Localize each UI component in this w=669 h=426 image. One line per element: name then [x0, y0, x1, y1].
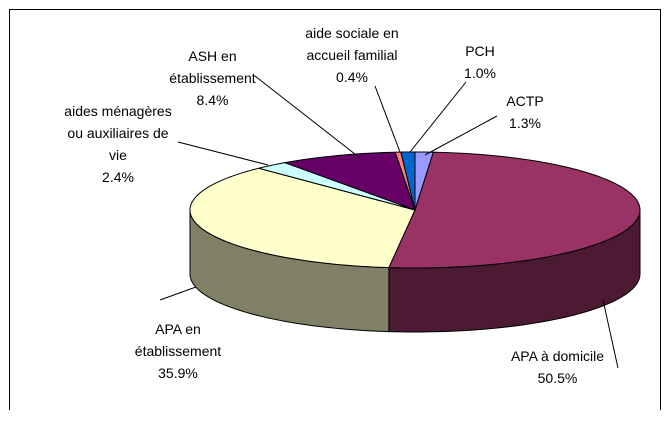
pie-slice — [189, 167, 416, 269]
leader-line — [424, 115, 498, 156]
slice-label: ASH en établissement 8.4% — [150, 45, 275, 111]
category-label: aide sociale en accueil familial — [305, 25, 399, 63]
leader-line — [602, 299, 619, 369]
leader-line — [254, 75, 361, 159]
value-label: 1.0% — [464, 65, 496, 81]
slice-label: APA à domicile 50.5% — [500, 345, 615, 389]
pie-slice — [258, 162, 416, 211]
category-label: ACTP — [506, 93, 544, 109]
leader-line — [409, 81, 467, 153]
leader-line — [374, 85, 401, 153]
leader-line — [177, 141, 269, 166]
value-label: 8.4% — [196, 92, 229, 108]
slice-label: PCH 1.0% — [448, 40, 512, 84]
slice-label: ACTP 1.3% — [470, 90, 580, 134]
category-label: APA à domicile — [510, 348, 605, 364]
pie-slice — [283, 151, 416, 211]
category-label: ASH en établissement — [169, 48, 256, 86]
pie-slice — [388, 151, 641, 269]
category-label: aides ménagères ou auxiliaires de vie — [64, 103, 172, 163]
pie-slice — [400, 151, 416, 211]
category-label: PCH — [465, 43, 495, 59]
slice-label: aide sociale en accueil familial 0.4% — [288, 22, 416, 88]
value-label: 50.5% — [537, 370, 578, 386]
value-label: 0.4% — [336, 69, 368, 85]
slice-label: aides ménagères ou auxiliaires de vie 2.4… — [58, 100, 178, 188]
category-label: APA en établissement — [134, 321, 222, 359]
value-label: 35.9% — [158, 365, 198, 381]
value-label: 2.4% — [102, 169, 134, 185]
chart-frame — [9, 9, 661, 410]
slice-label: APA en établissement 35.9% — [118, 318, 238, 384]
value-label: 1.3% — [509, 115, 541, 131]
leader-line — [159, 286, 197, 301]
